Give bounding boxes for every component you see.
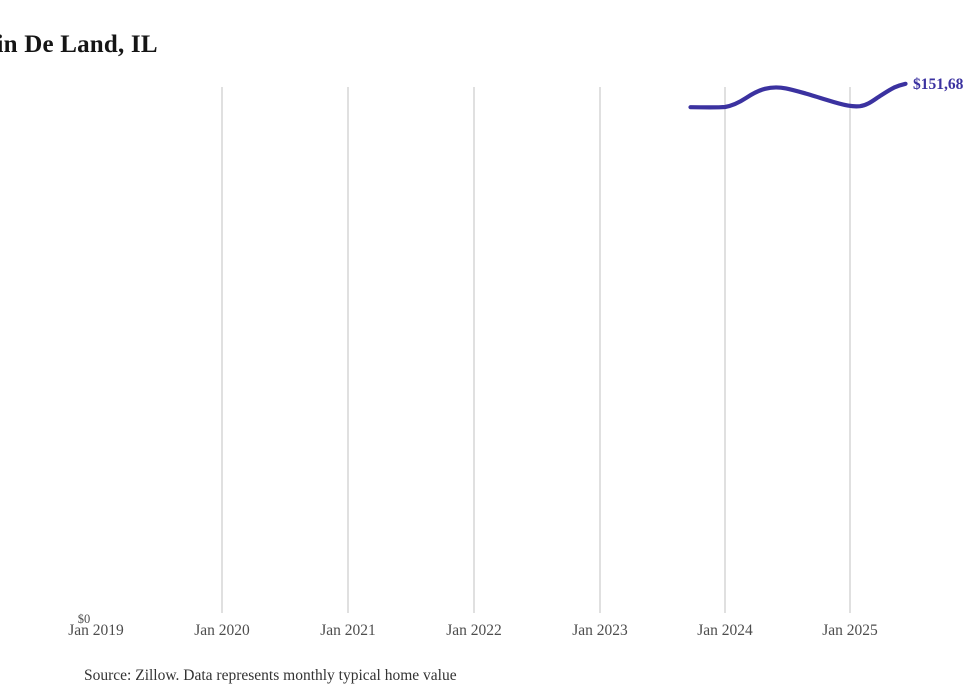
xtick-label-jan-2023: Jan 2023 [572, 622, 628, 639]
xtick-label-jan-2021: Jan 2021 [320, 622, 376, 639]
gridlines-group [221, 87, 851, 613]
chart-title-text: Home Values in De Land, IL [0, 31, 158, 58]
ytick-label-zero: $0 [77, 612, 91, 626]
end-value-annotation: $151,68 [913, 76, 964, 93]
chart-title: Home Values in De Land, IL [0, 31, 980, 59]
xtick-label-jan-2019: Jan 2019 [68, 622, 124, 639]
xtick-label-jan-2024: Jan 2024 [697, 622, 753, 639]
home-value-line [688, 81, 908, 110]
xtick-label-jan-2025: Jan 2025 [822, 622, 878, 639]
xtick-label-jan-2020: Jan 2020 [194, 622, 250, 639]
series-typical-home-value [688, 81, 908, 110]
xtick-label-jan-2022: Jan 2022 [446, 622, 502, 639]
source-note: Source: Zillow. Data represents monthly … [84, 667, 457, 684]
